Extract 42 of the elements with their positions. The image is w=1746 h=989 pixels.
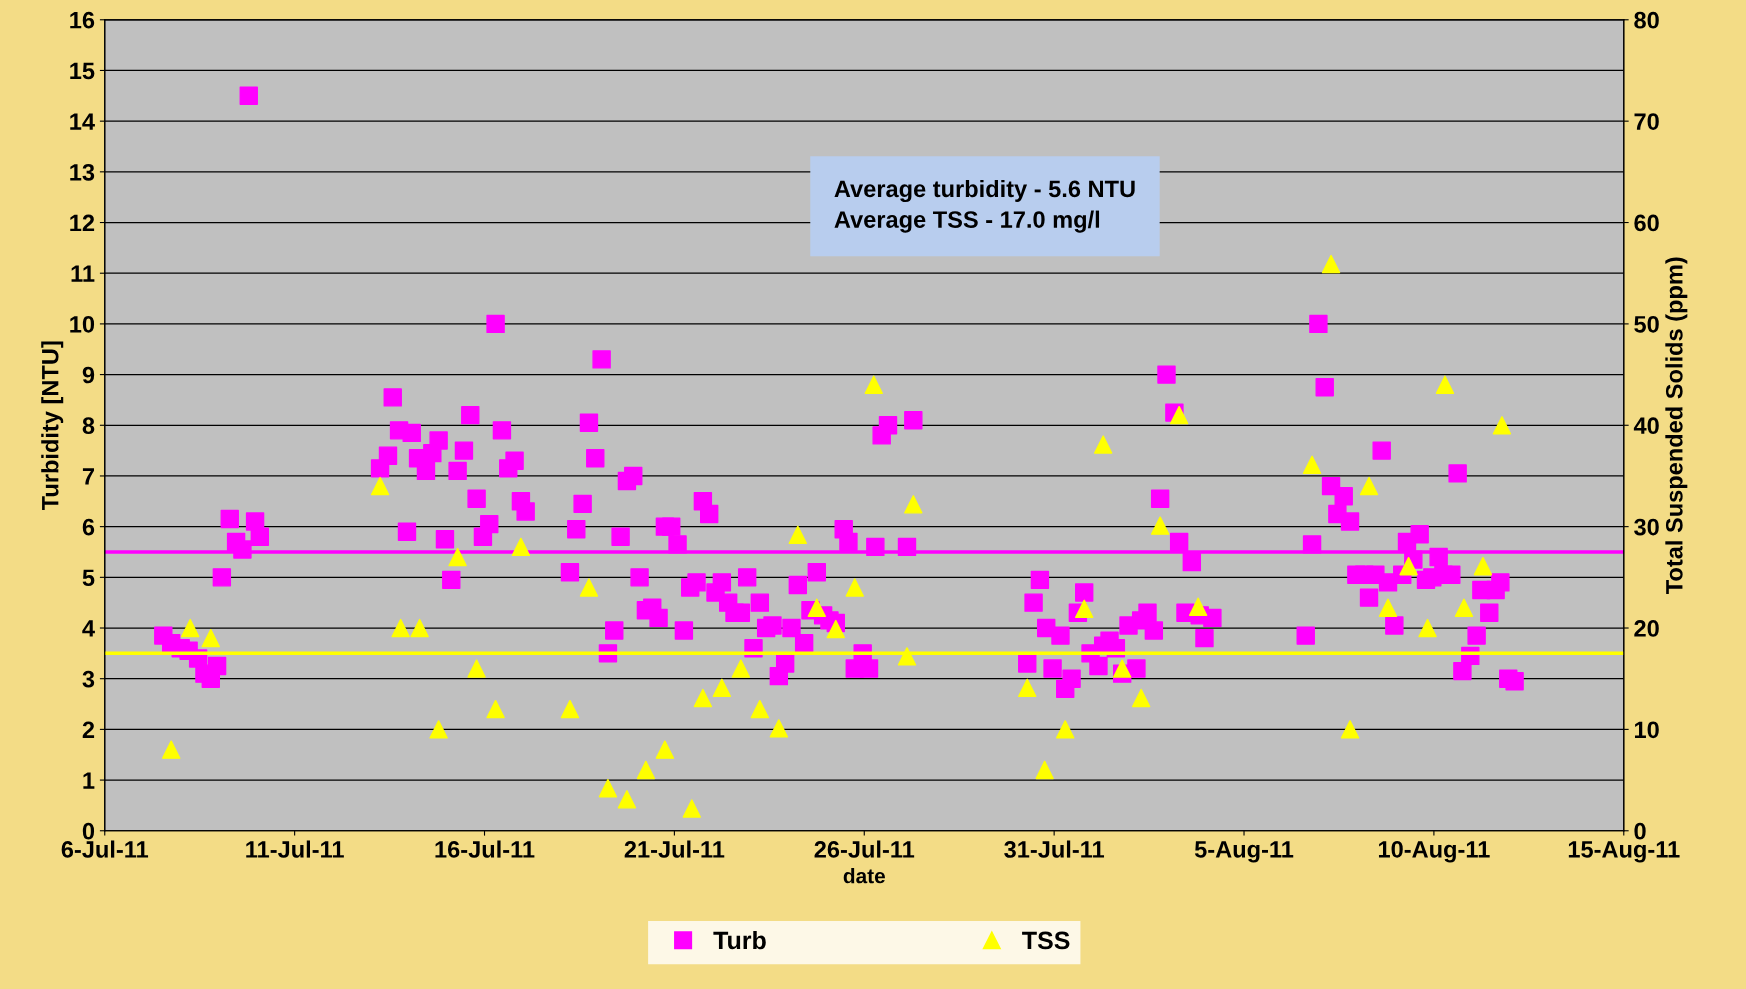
- x-tick-label: 11-Jul-11: [246, 840, 344, 858]
- x-tick-label: 26-Jul-11: [814, 840, 915, 858]
- y-tick-label: 12: [70, 214, 95, 232]
- y-tick-label: 14: [70, 113, 95, 130]
- y-tick-label: 13: [70, 163, 95, 181]
- x-tick-label: 6-Jul-11: [61, 840, 149, 858]
- y2-tick-label: 60: [1634, 214, 1659, 232]
- x-tick-label: 31-Jul-11: [1004, 840, 1105, 858]
- x-tick-label: 5-Aug-11: [1194, 841, 1294, 863]
- y2-axis-title: Total Suspended Solids (ppm): [1665, 257, 1688, 594]
- y-tick-label: 15: [70, 62, 95, 80]
- x-axis-title: date: [843, 868, 885, 884]
- y-tick-label: 7: [82, 468, 94, 485]
- x-tick-label: 21-Jul-11: [624, 840, 725, 858]
- y-tick-label: 4: [82, 620, 95, 637]
- y-tick-label: 2: [82, 721, 95, 738]
- y-tick-label: 16: [70, 11, 95, 29]
- y-tick-label: 8: [82, 417, 95, 435]
- y2-tick-label: 10: [1634, 721, 1659, 739]
- y-tick-label: 6: [82, 518, 95, 536]
- y2-tick-label: 80: [1634, 11, 1659, 29]
- annotation: Average turbidity - 5.6 NTU: [834, 179, 1135, 203]
- legend-label: TSS: [1022, 931, 1070, 950]
- y2-tick-label: 50: [1634, 315, 1659, 333]
- y-axis-title: Turbidity [NTU]: [41, 341, 64, 511]
- x-tick-label: 16-Jul-11: [435, 840, 535, 858]
- annotation: Average TSS - 17.0 mg/l: [834, 210, 1100, 233]
- y-tick-label: 0: [82, 822, 95, 840]
- y-tick-label: 9: [82, 366, 95, 384]
- y-tick-label: 11: [71, 265, 95, 282]
- y2-tick-label: 30: [1634, 518, 1659, 536]
- y2-tick-label: 40: [1633, 417, 1659, 435]
- y2-tick-label: 70: [1634, 113, 1659, 130]
- x-tick-label: 15-Aug-11: [1568, 841, 1680, 863]
- y-tick-label: 5: [82, 569, 95, 587]
- y-tick-label: 1: [83, 772, 95, 789]
- legend-label: Turb: [713, 930, 766, 950]
- y2-tick-label: 0: [1634, 822, 1646, 840]
- y-tick-label: 10: [70, 315, 95, 333]
- y-tick-label: 3: [82, 670, 95, 688]
- x-tick-label: 10-Aug-11: [1378, 841, 1490, 863]
- y2-tick-label: 20: [1634, 620, 1659, 637]
